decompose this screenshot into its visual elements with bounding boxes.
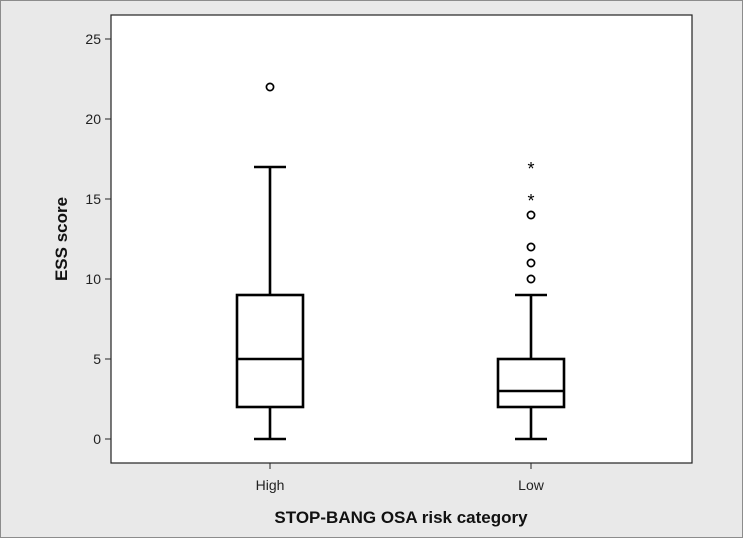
box-high: [235, 82, 305, 441]
outlier-point: [526, 210, 536, 220]
outlier-point: [265, 82, 275, 92]
boxes: **: [235, 82, 566, 441]
y-tick-label: 15: [85, 191, 101, 207]
y-tick-label: 0: [93, 431, 101, 447]
iqr-box: [496, 357, 566, 409]
y-axis-title: ESS score: [52, 197, 71, 281]
outlier-point: [526, 258, 536, 268]
y-tick-label: 25: [85, 31, 101, 47]
y-tick-label: 10: [85, 271, 101, 287]
x-tick-label: High: [256, 477, 285, 493]
y-tick-label: 20: [85, 111, 101, 127]
x-tick-label: Low: [518, 477, 545, 493]
x-axis: High Low: [256, 463, 545, 493]
extreme-point: *: [527, 191, 534, 211]
plot-area: [110, 14, 693, 464]
extreme-point: *: [527, 159, 534, 179]
x-axis-title: STOP-BANG OSA risk category: [274, 508, 528, 527]
outlier-point: [526, 274, 536, 284]
y-axis: 0 5 10 15 20 25: [85, 31, 111, 447]
box-low: **: [496, 159, 566, 441]
iqr-box: [235, 293, 305, 409]
outlier-point: [526, 242, 536, 252]
y-tick-label: 5: [93, 351, 101, 367]
